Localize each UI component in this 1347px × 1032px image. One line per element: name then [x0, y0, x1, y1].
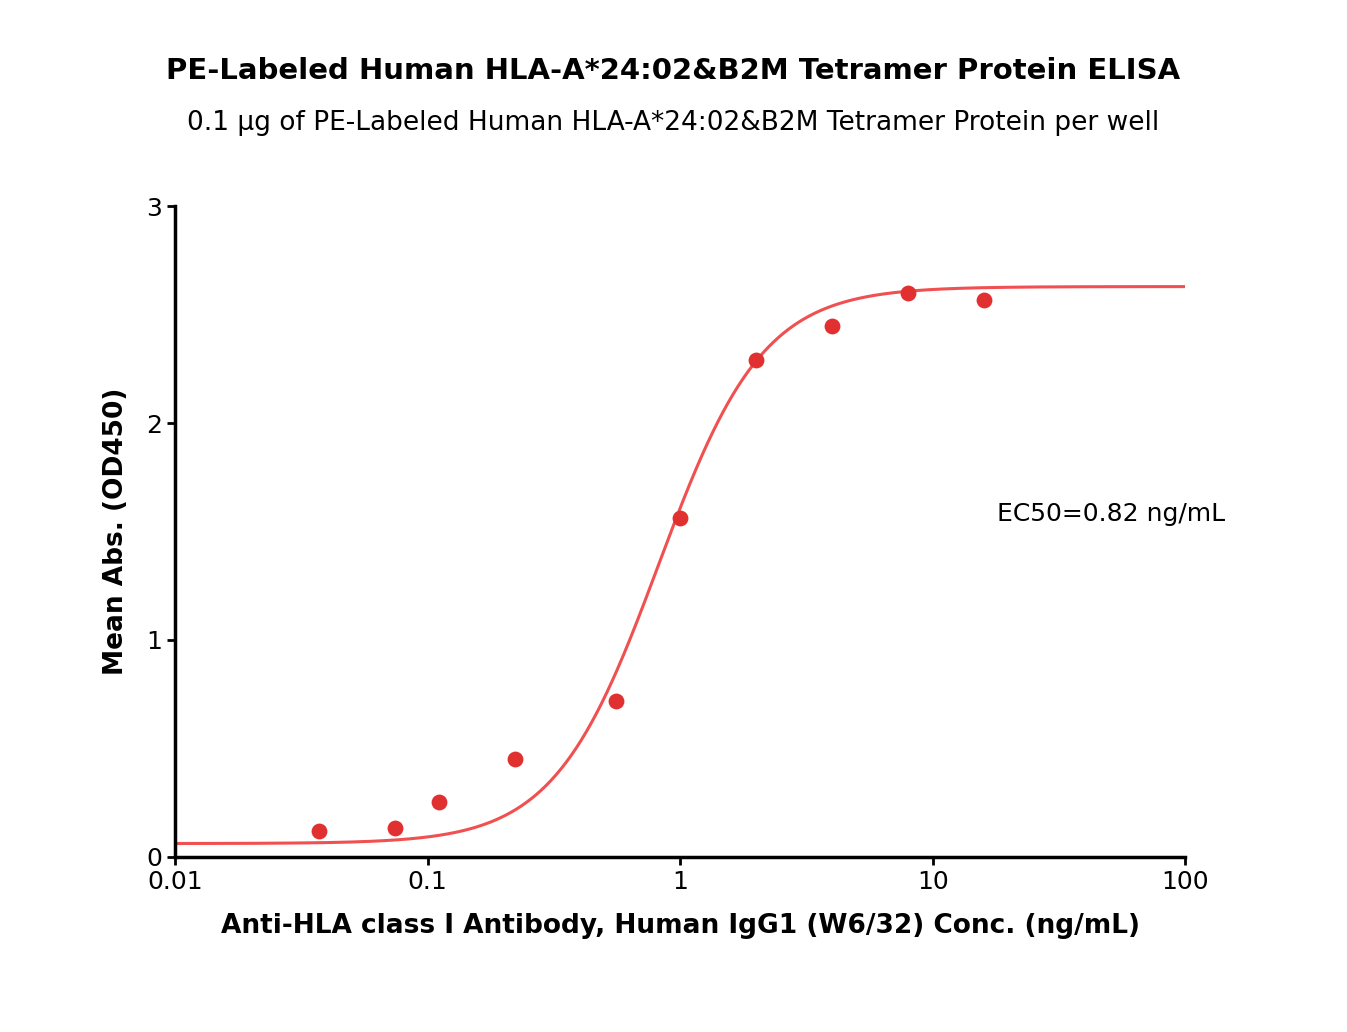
- Point: [308, 823, 330, 839]
- Point: [504, 750, 525, 767]
- Point: [428, 795, 450, 811]
- Text: PE-Labeled Human HLA-A*24:02&B2M Tetramer Protein ELISA: PE-Labeled Human HLA-A*24:02&B2M Tetrame…: [167, 57, 1180, 85]
- Text: EC50=0.82 ng/mL: EC50=0.82 ng/mL: [997, 503, 1226, 526]
- Y-axis label: Mean Abs. (OD450): Mean Abs. (OD450): [104, 388, 129, 675]
- Point: [974, 291, 995, 308]
- Point: [897, 285, 919, 301]
- Point: [745, 352, 766, 368]
- X-axis label: Anti-HLA class I Antibody, Human IgG1 (W6/32) Conc. (ng/mL): Anti-HLA class I Antibody, Human IgG1 (W…: [221, 913, 1140, 939]
- Point: [669, 510, 691, 526]
- Point: [605, 692, 626, 709]
- Point: [384, 820, 405, 837]
- Text: 0.1 μg of PE-Labeled Human HLA-A*24:02&B2M Tetramer Protein per well: 0.1 μg of PE-Labeled Human HLA-A*24:02&B…: [187, 110, 1160, 136]
- Point: [822, 318, 843, 334]
